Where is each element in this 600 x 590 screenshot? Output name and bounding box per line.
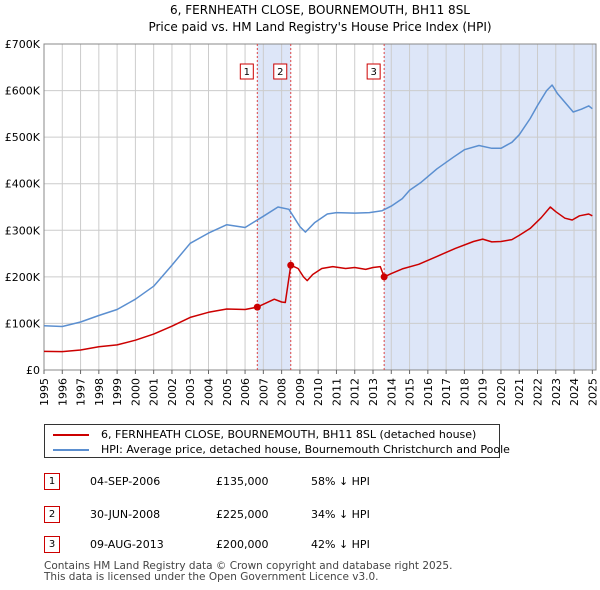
x-tick-label: 1995 <box>38 378 51 406</box>
sale-marker-label: 1 <box>244 67 250 78</box>
y-tick-label: £700K <box>5 38 41 51</box>
sale-price: £200,000 <box>216 538 269 551</box>
x-tick-label: 2025 <box>586 378 599 406</box>
legend-item-property: 6, FERNHEATH CLOSE, BOURNEMOUTH, BH11 8S… <box>53 428 476 442</box>
highlight-region <box>257 44 291 370</box>
sale-marker-box <box>239 63 254 80</box>
x-tick-label: 2023 <box>550 378 563 406</box>
x-tick-label: 2002 <box>166 378 179 406</box>
x-tick-label: 2003 <box>184 378 197 406</box>
legend-item-hpi: HPI: Average price, detached house, Bour… <box>53 443 510 457</box>
sale-hpi-diff: 58% ↓ HPI <box>311 475 370 488</box>
x-tick-label: 2017 <box>440 378 453 406</box>
x-tick-label: 2024 <box>568 378 581 406</box>
footer-licence: This data is licensed under the Open Gov… <box>44 571 379 583</box>
y-tick-label: £500K <box>5 131 41 144</box>
x-tick-label: 1997 <box>75 378 88 406</box>
highlight-region <box>384 44 596 370</box>
sale-marker-box <box>273 63 288 80</box>
sale-date: 04-SEP-2006 <box>90 475 161 488</box>
y-tick-label: £300K <box>5 224 41 237</box>
sale-marker-label: 3 <box>370 67 376 78</box>
x-tick-label: 2001 <box>148 378 161 406</box>
sale-marker-label: 2 <box>44 506 60 523</box>
x-tick-label: 2009 <box>294 378 307 406</box>
plot-frame <box>43 43 597 371</box>
sale-point <box>287 261 295 269</box>
x-tick-label: 2020 <box>495 378 508 406</box>
sale-hpi-diff: 34% ↓ HPI <box>311 508 370 521</box>
x-tick-label: 2011 <box>330 378 343 406</box>
sale-date: 09-AUG-2013 <box>90 538 164 551</box>
x-tick-label: 2008 <box>276 378 289 406</box>
sale-point <box>253 303 261 311</box>
x-tick-label: 2015 <box>404 378 417 406</box>
sale-marker-label: 3 <box>44 536 60 553</box>
price-chart: 6, FERNHEATH CLOSE, BOURNEMOUTH, BH11 8S… <box>5 3 600 406</box>
x-tick-label: 2012 <box>349 378 362 406</box>
x-tick-label: 2006 <box>239 378 252 406</box>
legend-swatch-property <box>53 434 89 436</box>
legend-swatch-hpi <box>53 449 89 451</box>
sale-marker-label: 1 <box>44 473 60 490</box>
x-tick-label: 2022 <box>532 378 545 406</box>
footer: Contains HM Land Registry data © Crown c… <box>44 561 452 583</box>
footer-copyright: Contains HM Land Registry data © Crown c… <box>44 560 453 572</box>
x-tick-label: 1998 <box>93 378 106 406</box>
y-tick-label: £600K <box>5 85 41 98</box>
sale-marker-label: 2 <box>277 67 283 78</box>
x-tick-label: 2013 <box>367 378 380 406</box>
y-tick-label: £0 <box>26 364 40 377</box>
x-tick-label: 2021 <box>513 378 526 406</box>
hpi-line <box>43 84 593 328</box>
sale-marker-box <box>366 63 381 80</box>
x-tick-label: 2010 <box>312 378 325 406</box>
chart-title: 6, FERNHEATH CLOSE, BOURNEMOUTH, BH11 8S… <box>170 3 470 17</box>
x-tick-label: 2004 <box>203 378 216 406</box>
sale-hpi-diff: 42% ↓ HPI <box>311 538 370 551</box>
sale-price: £135,000 <box>216 475 269 488</box>
chart-legend: 6, FERNHEATH CLOSE, BOURNEMOUTH, BH11 8S… <box>44 424 510 458</box>
sale-date: 30-JUN-2008 <box>90 508 161 521</box>
legend-label-property: 6, FERNHEATH CLOSE, BOURNEMOUTH, BH11 8S… <box>101 428 477 441</box>
x-tick-label: 2000 <box>129 378 142 406</box>
x-tick-label: 2007 <box>257 378 270 406</box>
sale-point <box>380 273 388 281</box>
x-tick-label: 1999 <box>111 378 124 406</box>
sale-price: £225,000 <box>216 508 269 521</box>
x-tick-label: 2005 <box>221 378 234 406</box>
x-tick-label: 2014 <box>385 378 398 406</box>
property-price-line <box>43 206 593 353</box>
x-tick-label: 1996 <box>56 378 69 406</box>
y-tick-label: £200K <box>5 271 41 284</box>
y-tick-label: £100K <box>5 317 41 330</box>
x-tick-label: 2019 <box>477 378 490 406</box>
legend-label-hpi: HPI: Average price, detached house, Bour… <box>101 443 510 456</box>
y-tick-label: £400K <box>5 178 41 191</box>
chart-subtitle: Price paid vs. HM Land Registry's House … <box>148 20 491 34</box>
x-tick-label: 2016 <box>422 378 435 406</box>
x-tick-label: 2018 <box>458 378 471 406</box>
